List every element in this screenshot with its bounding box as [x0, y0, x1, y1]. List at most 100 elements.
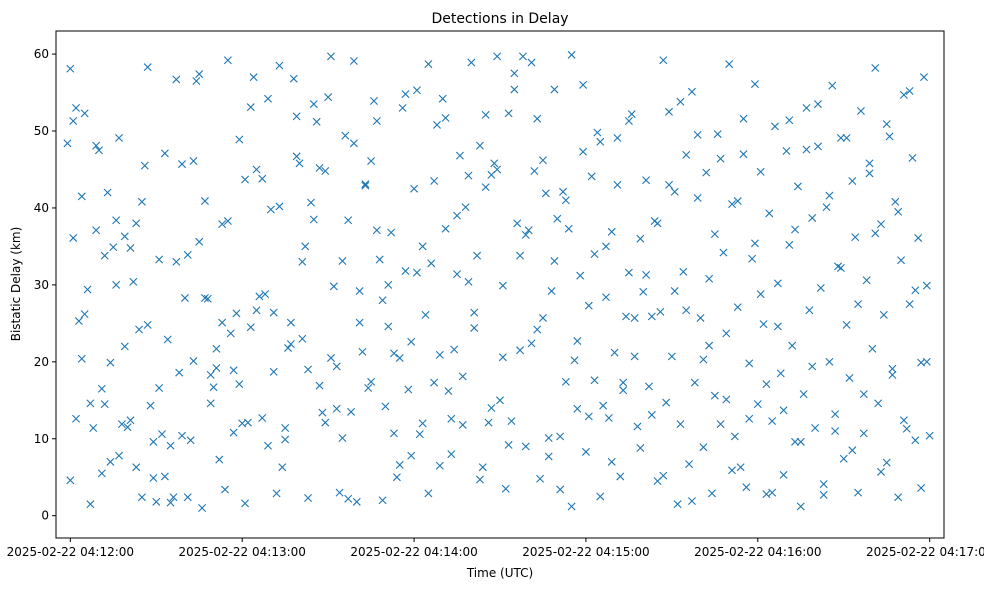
- data-point: [338, 257, 347, 266]
- data-point: [235, 380, 244, 389]
- data-point: [149, 437, 158, 446]
- data-point: [768, 488, 777, 497]
- data-point: [894, 207, 903, 216]
- data-point: [510, 69, 519, 78]
- data-point: [189, 357, 198, 366]
- data-point: [458, 420, 467, 429]
- data-point: [842, 320, 851, 329]
- x-tick-label: 2025-02-22 04:13:00: [178, 545, 305, 559]
- data-point: [450, 345, 459, 354]
- data-point: [561, 377, 570, 386]
- data-point: [521, 442, 530, 451]
- data-point: [773, 279, 782, 288]
- data-point: [367, 377, 376, 386]
- data-point: [149, 474, 158, 482]
- data-point: [229, 428, 238, 437]
- data-point: [470, 308, 479, 317]
- data-point: [435, 461, 444, 470]
- data-point: [756, 290, 765, 299]
- data-point: [613, 180, 622, 189]
- data-point: [633, 422, 642, 431]
- data-point: [155, 255, 164, 264]
- data-point: [888, 370, 897, 379]
- data-point: [390, 349, 399, 358]
- data-point: [329, 282, 338, 291]
- data-point: [358, 347, 367, 356]
- data-point: [401, 267, 410, 276]
- data-point: [324, 93, 333, 102]
- data-point: [619, 378, 628, 387]
- data-point: [275, 61, 284, 70]
- data-point: [702, 168, 711, 177]
- data-point: [484, 418, 493, 427]
- data-point: [72, 103, 81, 112]
- data-point: [321, 418, 330, 427]
- data-point: [722, 329, 731, 338]
- data-point: [218, 318, 227, 327]
- x-tick-label: 2025-02-22 04:17:00: [866, 545, 984, 559]
- data-point: [579, 147, 588, 156]
- data-point: [538, 313, 547, 322]
- data-point: [135, 325, 144, 334]
- data-point: [553, 214, 562, 223]
- data-point: [344, 494, 353, 503]
- data-point: [750, 80, 759, 89]
- data-point: [693, 130, 702, 139]
- data-point: [699, 355, 708, 364]
- data-point: [713, 130, 722, 139]
- data-point: [865, 169, 874, 178]
- data-point: [538, 156, 547, 165]
- data-point: [249, 73, 258, 82]
- data-point: [266, 205, 275, 214]
- data-point: [919, 73, 928, 82]
- data-point: [100, 251, 109, 260]
- data-point: [782, 147, 791, 156]
- data-point: [716, 154, 725, 163]
- data-point: [157, 430, 166, 439]
- data-point: [412, 268, 421, 277]
- data-point: [630, 313, 639, 322]
- data-point: [481, 110, 490, 119]
- data-point: [590, 250, 599, 259]
- data-point: [556, 485, 565, 494]
- data-point: [327, 353, 335, 362]
- data-point: [315, 163, 324, 172]
- data-point: [312, 117, 321, 126]
- data-point: [304, 365, 313, 374]
- data-point: [467, 58, 476, 67]
- data-point: [384, 280, 393, 289]
- data-point: [888, 364, 897, 373]
- data-point: [547, 287, 556, 296]
- data-point: [876, 220, 885, 229]
- data-point: [192, 77, 201, 85]
- data-point: [613, 133, 622, 142]
- data-point: [805, 306, 814, 315]
- data-point: [263, 94, 272, 103]
- data-point: [86, 500, 95, 509]
- data-point: [298, 334, 307, 343]
- data-point: [825, 357, 834, 366]
- data-point: [100, 400, 109, 409]
- data-point: [785, 116, 794, 125]
- data-point: [252, 165, 261, 174]
- data-point: [905, 87, 914, 95]
- y-tick-label: 10: [34, 432, 49, 446]
- data-point: [498, 281, 507, 290]
- data-point: [564, 224, 573, 233]
- data-point: [115, 451, 124, 460]
- data-point: [286, 318, 295, 327]
- data-point: [785, 240, 794, 249]
- data-point: [155, 383, 164, 392]
- data-point: [112, 280, 121, 289]
- data-point: [905, 300, 914, 309]
- data-point: [521, 230, 530, 239]
- data-point: [596, 137, 605, 146]
- data-point: [682, 150, 691, 159]
- data-point: [395, 460, 404, 469]
- y-tick-label: 30: [34, 278, 49, 292]
- data-point: [77, 354, 86, 363]
- data-point: [129, 277, 138, 286]
- data-point: [722, 395, 731, 404]
- data-point: [304, 494, 313, 502]
